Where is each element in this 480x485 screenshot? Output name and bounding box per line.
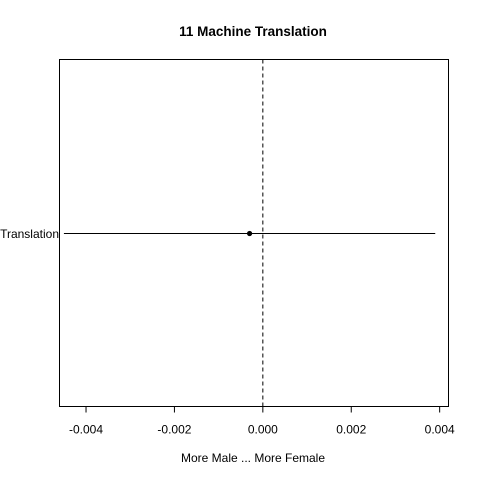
category-layer: Translation bbox=[0, 227, 59, 241]
x-axis-label: More Male ... More Female bbox=[181, 451, 325, 465]
x-tick-label: 0.004 bbox=[425, 423, 455, 437]
x-tick-label: -0.002 bbox=[157, 423, 191, 437]
x-axis: -0.004 -0.002 0.000 0.002 0.004 bbox=[69, 406, 455, 437]
chart-title: 11 Machine Translation bbox=[179, 24, 327, 39]
marks-layer bbox=[63, 230, 436, 237]
x-tick-label: 0.000 bbox=[248, 423, 278, 437]
estimate-point bbox=[246, 230, 253, 237]
x-tick-label: -0.004 bbox=[69, 423, 103, 437]
x-tick-label: 0.002 bbox=[336, 423, 366, 437]
category-label: Translation bbox=[0, 227, 59, 241]
